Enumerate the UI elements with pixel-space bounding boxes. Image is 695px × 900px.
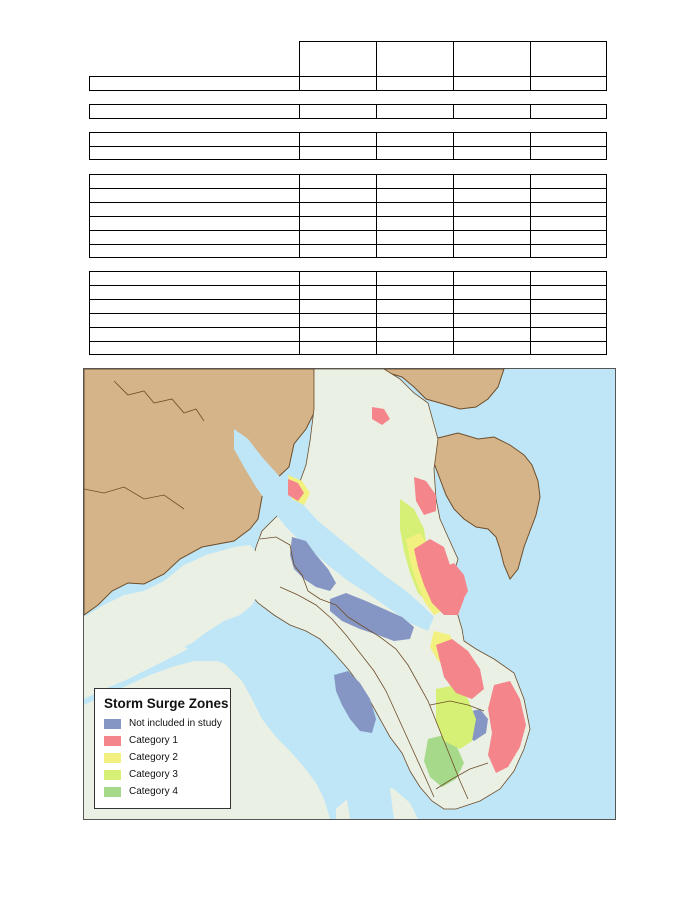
legend-item-category-3: Category 3: [104, 766, 230, 783]
creek-detail: [113, 380, 205, 422]
county-boundary-2: [279, 586, 435, 798]
table-header-cell: [376, 41, 454, 77]
county-boundary: [259, 536, 469, 800]
legend-swatch: [104, 769, 121, 780]
zone-category-3-south: [436, 685, 476, 749]
land-outside-west: [84, 369, 317, 616]
legend-swatch: [104, 718, 121, 729]
table-header-cell: [453, 41, 531, 77]
legend-label: Category 2: [129, 752, 178, 763]
zone-not-included-2: [330, 593, 414, 641]
zone-category-1-tip: [440, 563, 468, 605]
table-header-cell: [299, 41, 377, 77]
county-boundary-4: [435, 762, 489, 790]
legend-label: Not included in study: [129, 718, 222, 729]
legend-label: Category 3: [129, 769, 178, 780]
map-legend: Storm Surge Zones Not included in study …: [94, 688, 231, 809]
zone-not-included-1: [290, 537, 336, 591]
zone-category-1-mid: [436, 639, 484, 699]
zone-not-included-3: [334, 671, 376, 733]
legend-title: Storm Surge Zones: [104, 696, 229, 711]
legend-item-category-4: Category 4: [104, 783, 230, 800]
table-header-cell: [530, 41, 607, 77]
york-river: [234, 429, 434, 631]
legend-label: Category 1: [129, 735, 178, 746]
zone-category-1-northcreek: [414, 477, 436, 515]
zone-category-4-south: [424, 735, 464, 787]
land-outside-east: [433, 432, 541, 580]
legend-item-not-included: Not included in study: [104, 715, 230, 732]
creek-detail-2: [84, 486, 185, 510]
zone-category-1-northwest: [288, 479, 304, 501]
storm-surge-map: Storm Surge Zones Not included in study …: [83, 368, 616, 820]
legend-item-category-2: Category 2: [104, 749, 230, 766]
county-boundary-3: [429, 700, 485, 712]
zone-category-1-upper: [372, 407, 390, 425]
legend-swatch: [104, 735, 121, 746]
legend-swatch: [104, 786, 121, 797]
legend-item-category-1: Category 1: [104, 732, 230, 749]
legend-swatch: [104, 752, 121, 763]
james-river: [84, 617, 394, 819]
zone-category-1-southeast: [488, 681, 526, 773]
legend-label: Category 4: [129, 786, 178, 797]
